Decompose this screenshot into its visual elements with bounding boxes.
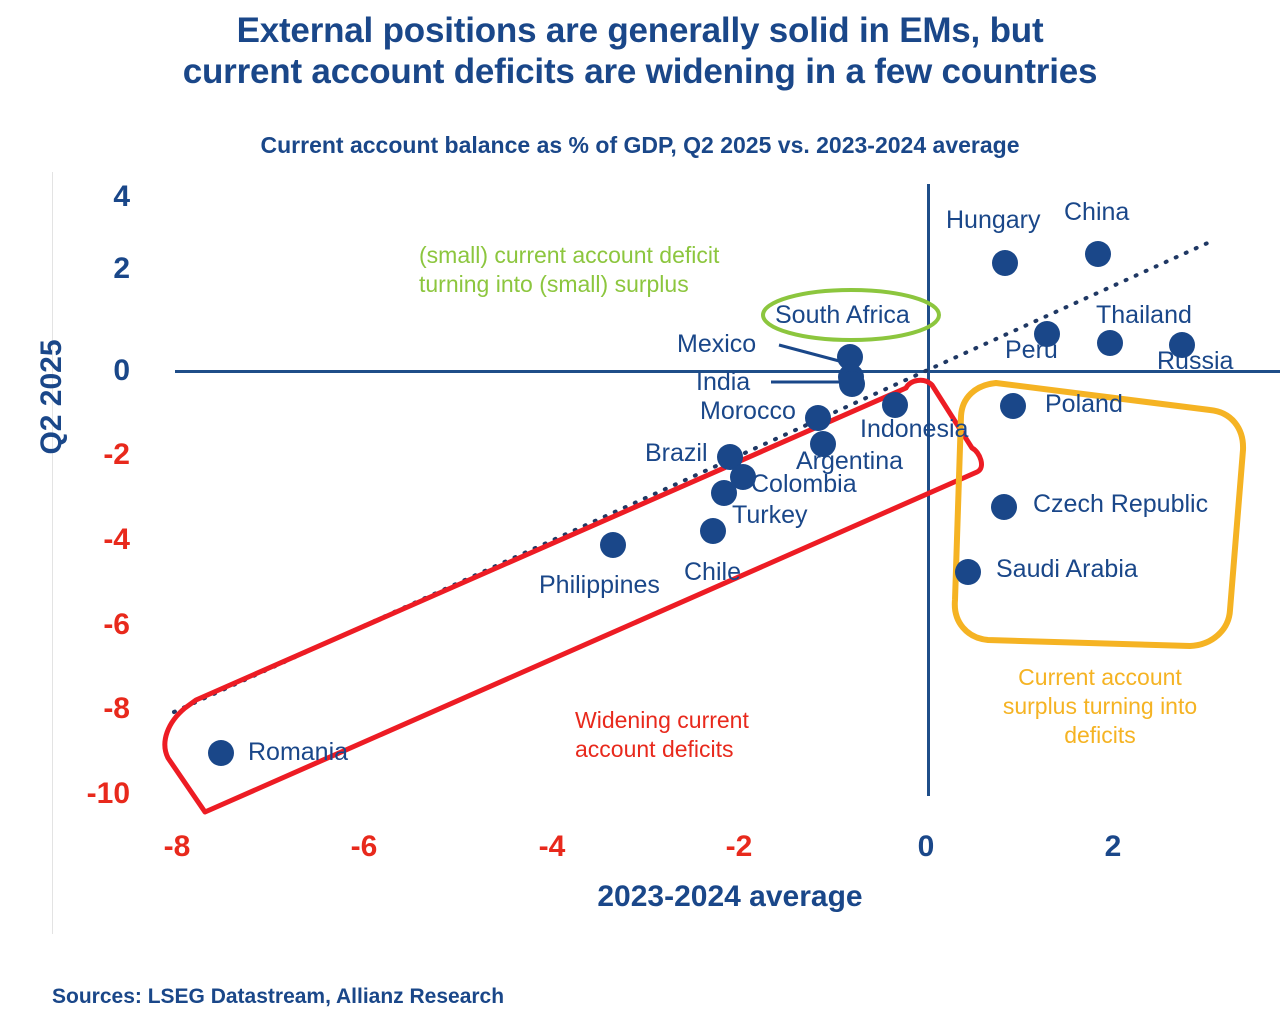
x-tick-neg6: -6 [350,830,378,863]
data-point-india[interactable] [839,371,865,397]
y-tick-0: 0 [113,354,130,387]
data-point-argentina[interactable] [810,431,836,457]
label-brazil: Brazil [645,439,708,467]
annotation-red: Widening current account deficits [575,706,749,764]
data-point-china[interactable] [1085,241,1111,267]
label-romania: Romania [248,738,349,766]
annotation-red-line-2: account deficits [575,735,734,762]
label-china: China [1064,198,1130,226]
data-point-saudi-arabia[interactable] [955,559,981,585]
trend-dotted-line [172,239,1214,714]
x-axis-title: 2023-2024 average [597,880,863,913]
label-south-africa: South Africa [775,301,910,329]
x-tick-neg2: -2 [725,830,753,863]
label-turkey: Turkey [732,501,808,529]
label-argentina: Argentina [796,447,904,475]
label-thailand: Thailand [1096,301,1192,329]
y-tick-neg10: -10 [86,777,130,810]
annotation-red-line-1: Widening current [575,707,749,733]
label-indonesia: Indonesia [860,415,969,443]
y-tick-4: 4 [113,180,130,213]
y-tick-neg2: -2 [103,438,130,471]
data-point-russia[interactable] [1169,332,1195,358]
label-chile: Chile [684,558,741,586]
annotation-orange-line-3: deficits [1064,721,1136,748]
data-point-indonesia[interactable] [882,392,908,418]
chart-subtitle: Current account balance as % of GDP, Q2 … [260,132,1020,158]
sources-note: Sources: LSEG Datastream, Allianz Resear… [52,985,505,1008]
data-point-czech-republic[interactable] [991,494,1017,520]
annotation-orange: Current account surplus turning into def… [975,663,1225,749]
label-saudi-arabia: Saudi Arabia [996,555,1138,583]
chart-title: External positions are generally solid i… [0,10,1280,93]
data-point-thailand[interactable] [1097,330,1123,356]
data-point-poland[interactable] [1000,393,1026,419]
annotation-green-line-2: turning into (small) surplus [419,270,689,297]
y-tick-neg6: -6 [103,608,130,641]
x-tick-2: 2 [1104,830,1122,863]
x-tick-neg4: -4 [538,830,566,863]
y-tick-neg4: -4 [103,523,130,556]
data-point-romania[interactable] [208,740,234,766]
label-philippines: Philippines [539,571,660,599]
label-mexico: Mexico [677,330,757,358]
y-tick-2: 2 [113,252,130,285]
annotation-green: (small) current account deficit turning … [419,241,719,299]
y-tick-neg8: -8 [103,692,130,725]
data-point-chile[interactable] [700,518,726,544]
annotation-green-line-1: (small) current account deficit [419,242,720,268]
annotation-orange-line-2: surplus turning into [1002,692,1198,719]
chart-title-line-2: current account deficits are widening in… [182,52,1098,92]
chart-title-line-1: External positions are generally solid i… [236,11,1044,50]
x-tick-0: 0 [917,830,935,863]
label-poland: Poland [1045,390,1123,418]
x-tick-neg8: -8 [163,830,191,863]
label-colombia: Colombia [751,470,857,498]
label-india: India [696,368,751,396]
label-peru: Peru [1005,336,1058,364]
mexico-leader-line [778,343,844,364]
data-point-turkey[interactable] [711,480,737,506]
label-russia: Russia [1157,347,1234,375]
data-point-hungary[interactable] [992,250,1018,276]
data-point-peru[interactable] [1034,321,1060,347]
label-hungary: Hungary [946,206,1041,234]
annotation-orange-line-1: Current account [1018,664,1182,690]
label-morocco: Morocco [700,397,796,425]
data-point-morocco[interactable] [805,405,831,431]
y-axis-line [927,184,930,796]
data-point-philippines[interactable] [600,532,626,558]
y-axis-title: Q2 2025 [35,339,68,455]
plot-left-border [52,172,53,934]
label-czech-republic: Czech Republic [1033,490,1209,518]
